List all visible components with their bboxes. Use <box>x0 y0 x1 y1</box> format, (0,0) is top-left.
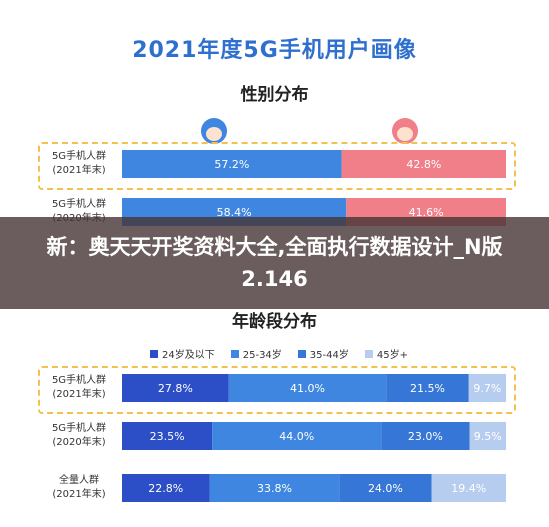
age-row-label: 5G手机人群 (2021年末) <box>40 374 118 402</box>
legend-item: 25-34岁 <box>230 346 282 361</box>
age-data-label: 33.8% <box>257 482 292 495</box>
age-data-label: 23.0% <box>408 430 443 443</box>
age-data-label: 23.5% <box>150 430 185 443</box>
age-bar-segment <box>431 474 506 502</box>
age-row-label-line1: 5G手机人群 <box>51 375 107 386</box>
age-row-label: 5G手机人群 (2020年末) <box>40 422 118 450</box>
legend-swatch <box>297 349 306 358</box>
legend-item: 45岁+ <box>364 346 408 361</box>
age-row-label: 全量人群 (2021年末) <box>40 474 118 502</box>
age-bar-segment <box>122 474 210 502</box>
age-row-label-line1: 5G手机人群 <box>51 423 107 434</box>
age-bar-segment <box>469 422 506 450</box>
female-icon <box>392 118 418 144</box>
age-bar-segment <box>122 422 213 450</box>
legend-label: 25-34岁 <box>242 350 282 361</box>
age-data-label: 22.8% <box>148 482 183 495</box>
legend-label: 35-44岁 <box>309 350 349 361</box>
legend-swatch <box>150 349 158 358</box>
age-bar-segment <box>212 422 382 450</box>
overlay-banner: 新：奥天天开奖资料大全,全面执行数据设计_N版2.146 <box>0 217 549 309</box>
age-row-label-line2: (2021年末) <box>52 489 106 500</box>
legend-label: 45岁+ <box>376 350 408 361</box>
age-data-label: 44.0% <box>279 430 314 443</box>
legend-item: 35-44岁 <box>297 346 349 361</box>
age-bar-segment <box>339 474 432 502</box>
gender-row-label-line1: 5G手机人群 <box>51 151 107 162</box>
age-bar-segment <box>381 422 470 450</box>
legend-item: 24岁及以下 <box>150 346 215 361</box>
age-row-label-line2: (2020年末) <box>52 437 106 448</box>
age-row-label-line2: (2021年末) <box>52 389 106 400</box>
male-icon <box>201 118 227 144</box>
main-title: 2021年度5G手机用户画像 <box>132 38 417 63</box>
age-data-label: 24.0% <box>368 482 403 495</box>
age-data-label: 9.5% <box>474 430 502 443</box>
gender-highlight-box <box>38 142 516 190</box>
legend-swatch <box>364 349 373 358</box>
legend-label: 24岁及以下 <box>162 350 215 361</box>
gender-section-title: 性别分布 <box>240 85 309 105</box>
age-highlight-box <box>38 366 516 414</box>
gender-row-label-line2: (2021年末) <box>52 165 106 176</box>
legend-swatch <box>230 349 239 358</box>
gender-row-label: 5G手机人群 (2021年末) <box>40 150 118 178</box>
overlay-banner-text: 新：奥天天开奖资料大全,全面执行数据设计_N版2.146 <box>46 235 503 291</box>
gender-row-label-line1: 5G手机人群 <box>51 199 107 210</box>
age-legend: 24岁及以下 25-34岁 35-44岁 45岁+ <box>150 346 408 361</box>
age-row-label-line1: 全量人群 <box>59 475 99 486</box>
age-section-title: 年龄段分布 <box>232 312 317 332</box>
age-data-label: 19.4% <box>451 482 486 495</box>
age-bar-segment <box>209 474 340 502</box>
